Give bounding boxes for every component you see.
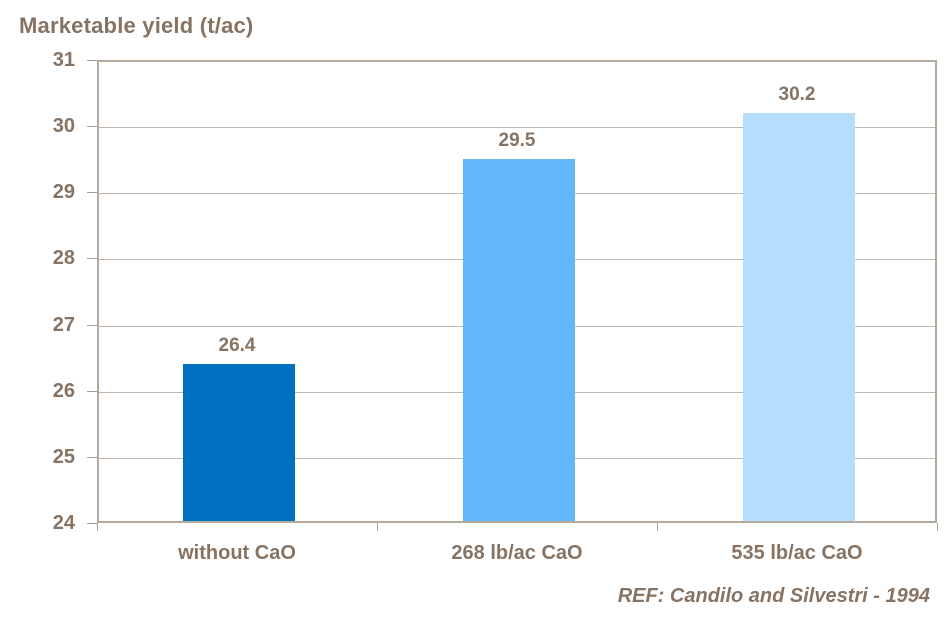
y-axis-tick-label: 25 xyxy=(52,445,75,468)
x-axis-category-label: 268 lb/ac CaO xyxy=(451,542,583,564)
x-axis-tick xyxy=(377,523,378,531)
y-axis-tick xyxy=(87,126,97,128)
x-axis-tick xyxy=(937,523,938,531)
x-axis-tick xyxy=(97,523,98,531)
bar-value-label: 30.2 xyxy=(778,83,816,105)
y-axis-tick xyxy=(87,390,97,392)
y-axis-tick xyxy=(87,258,97,260)
bar-value-label: 26.4 xyxy=(218,335,256,357)
bar xyxy=(183,364,295,521)
x-axis-category-label: 535 lb/ac CaO xyxy=(731,542,863,564)
bar xyxy=(743,112,855,521)
plot-area xyxy=(97,60,937,523)
y-axis-tick xyxy=(87,523,97,524)
reference-note: REF: Candilo and Silvestri - 1994 xyxy=(617,585,930,607)
y-axis-tick-label: 27 xyxy=(52,313,75,336)
y-axis-tick-label: 24 xyxy=(52,512,75,534)
y-axis-tick-label: 28 xyxy=(52,247,75,270)
y-axis-tick xyxy=(87,60,97,61)
x-axis-category-label: without CaO xyxy=(178,542,296,564)
gridline xyxy=(99,127,935,129)
y-axis-tick xyxy=(87,456,97,458)
y-axis-tick-label: 30 xyxy=(52,115,75,138)
bar-value-label: 29.5 xyxy=(498,130,536,152)
x-axis-tick xyxy=(657,523,658,531)
y-axis-tick-label: 29 xyxy=(52,181,75,204)
chart-title: Marketable yield (t/ac) xyxy=(19,13,254,38)
y-axis-tick xyxy=(87,324,97,326)
y-axis-tick xyxy=(87,192,97,194)
bar xyxy=(463,159,575,521)
y-axis-tick-label: 26 xyxy=(52,379,75,402)
y-axis-tick-label: 31 xyxy=(52,49,75,71)
